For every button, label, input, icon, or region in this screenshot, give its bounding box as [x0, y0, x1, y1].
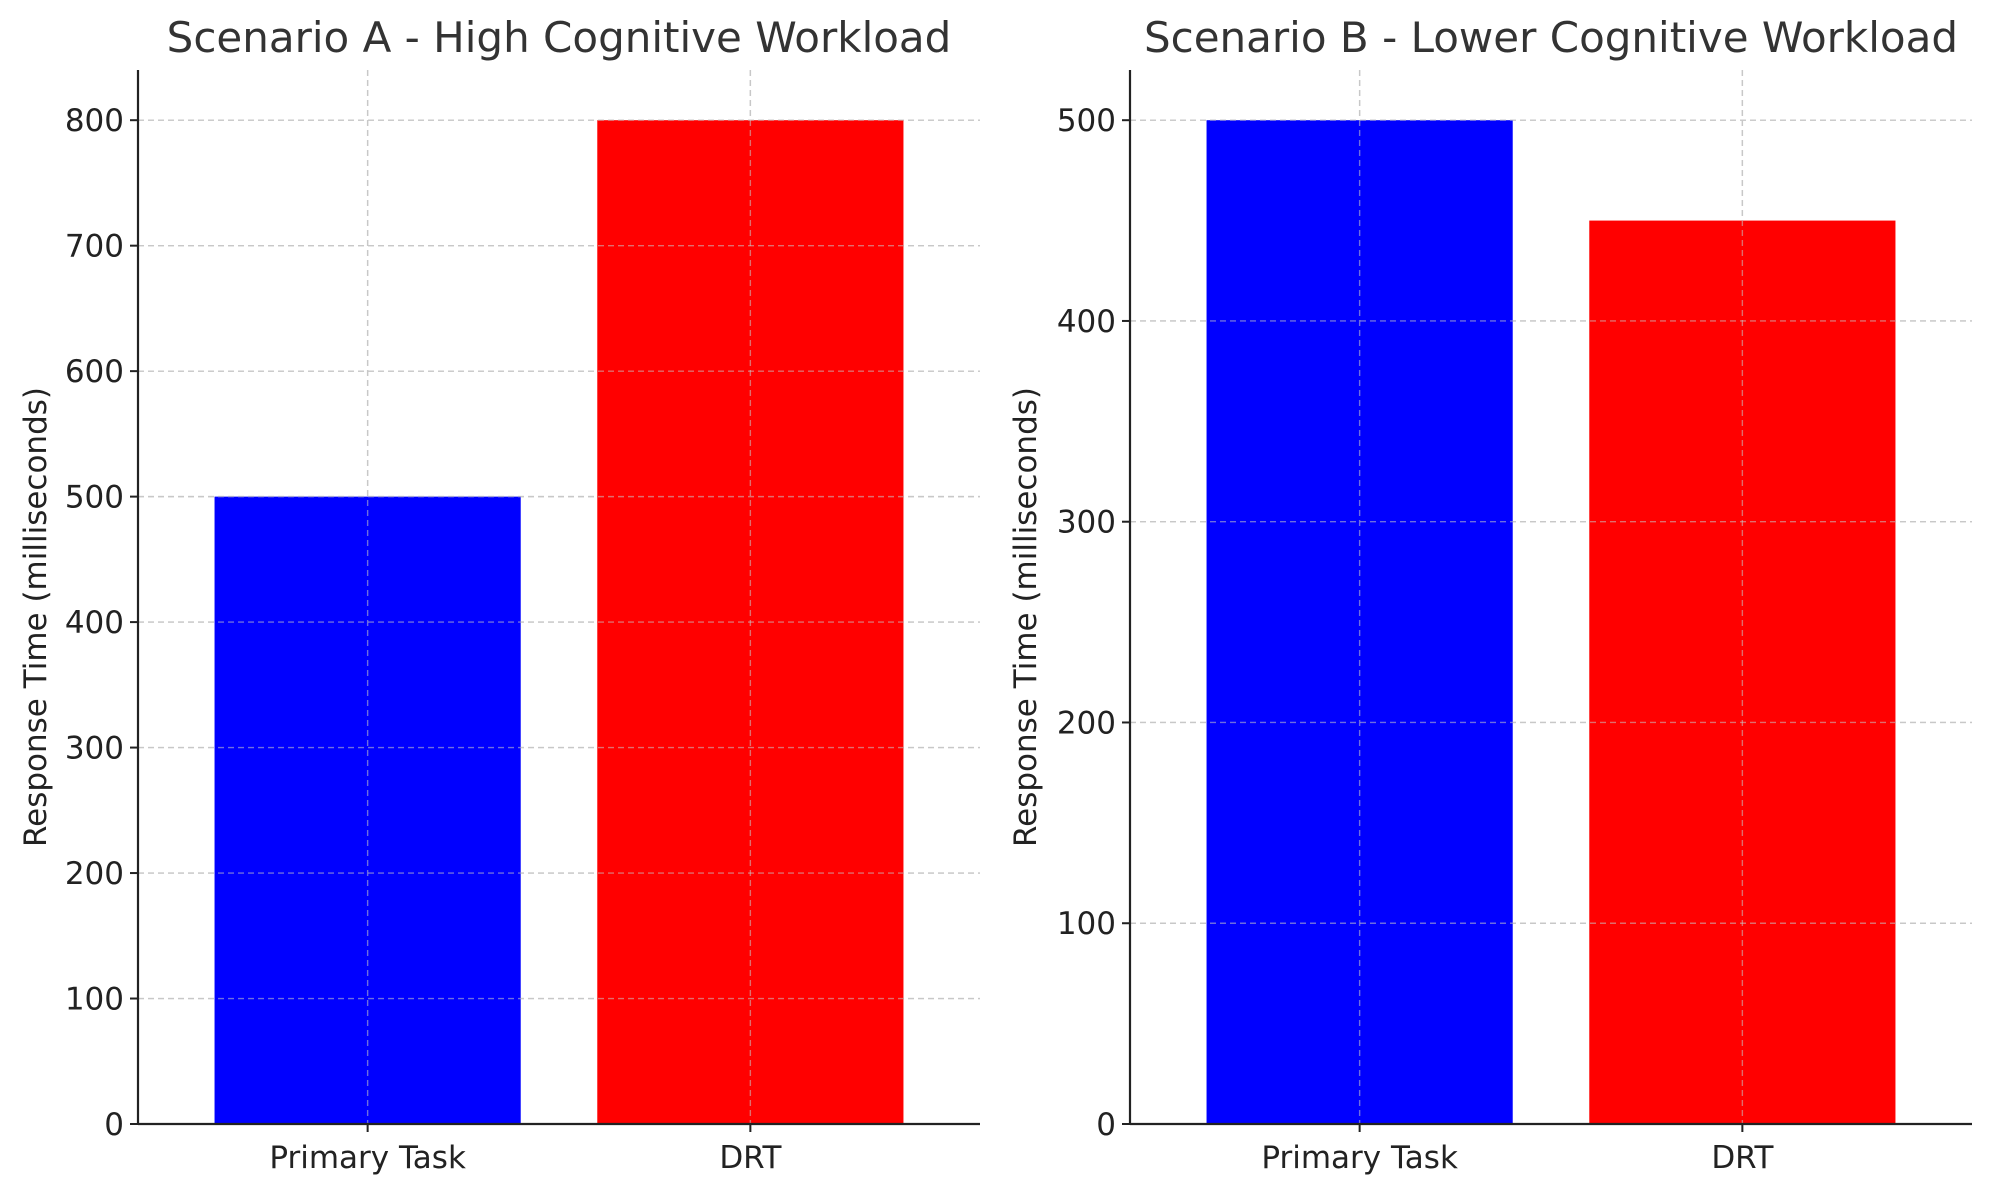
y-tick-label: 0 — [104, 1107, 124, 1143]
chart-panel-0: 0 100 200 300 400 500 600 700 800 Primary Task DRT… — [18, 13, 980, 1176]
y-tick-label: 100 — [65, 982, 124, 1018]
chart-panel-1: 0 100 200 300 400 500 Primary Task DRT Scenario … — [1008, 13, 1972, 1176]
y-tick-label: 200 — [65, 856, 124, 892]
y-tick-label: 500 — [65, 480, 124, 516]
x-tick-label: DRT — [1711, 1140, 1774, 1176]
y-tick-label: 400 — [1057, 304, 1116, 340]
x-tick-label: Primary Task — [269, 1140, 466, 1176]
y-axis-label: Response Time (milliseconds) — [1008, 387, 1044, 847]
y-tick-label: 400 — [65, 605, 124, 641]
chart-title: Scenario B - Lower Cognitive Workload — [1144, 13, 1958, 62]
y-tick-label: 800 — [65, 103, 124, 139]
y-tick-label: 200 — [1057, 705, 1116, 741]
y-tick-label: 0 — [1096, 1107, 1116, 1143]
x-tick-label: Primary Task — [1261, 1140, 1458, 1176]
x-tick-label: DRT — [719, 1140, 782, 1176]
y-tick-label: 300 — [65, 731, 124, 767]
chart-title: Scenario A - High Cognitive Workload — [167, 13, 952, 62]
y-tick-label: 500 — [1057, 103, 1116, 139]
y-tick-label: 300 — [1057, 505, 1116, 541]
y-tick-label: 600 — [65, 354, 124, 390]
y-tick-label: 100 — [1057, 906, 1116, 942]
y-axis-label: Response Time (milliseconds) — [18, 387, 54, 847]
y-tick-label: 700 — [65, 229, 124, 265]
